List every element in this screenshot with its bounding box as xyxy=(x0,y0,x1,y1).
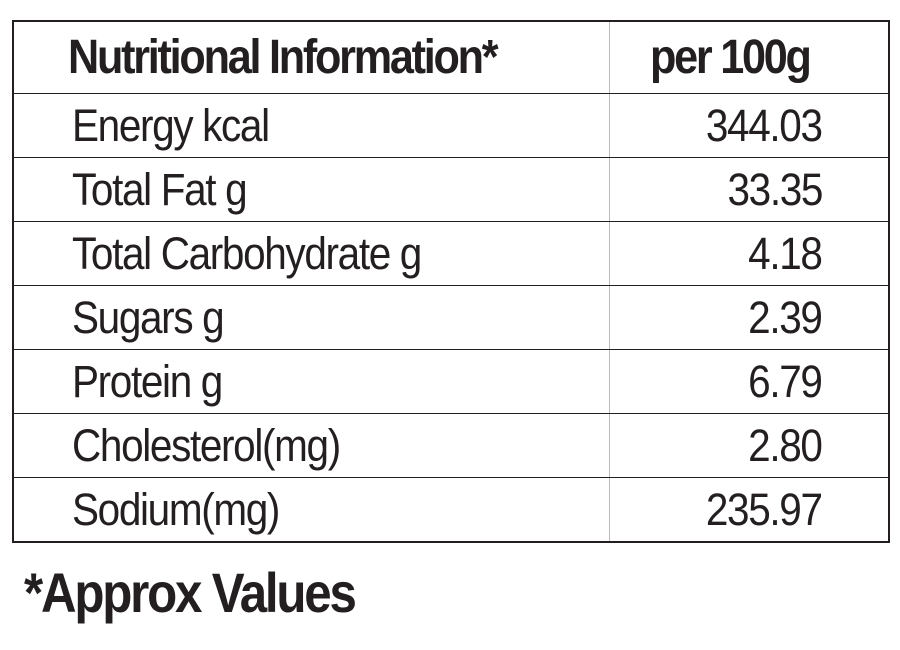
table-row-cholesterol: Cholesterol(mg) 2.80 xyxy=(13,413,889,478)
row-value-text: 4.18 xyxy=(748,227,824,279)
table-row-energy: Energy kcal 344.03 xyxy=(13,93,889,158)
row-label-text: Sugars g xyxy=(72,291,225,343)
row-value: 6.79 xyxy=(608,349,889,414)
row-label-text: Total Carbohydrate g xyxy=(72,227,422,279)
row-label-text: Sodium(mg) xyxy=(72,483,280,535)
row-value-text: 6.79 xyxy=(748,355,824,407)
table-row-sugars: Sugars g 2.39 xyxy=(13,285,889,350)
row-label-text: Protein g xyxy=(72,355,223,407)
row-label: Energy kcal xyxy=(13,93,609,158)
row-label: Total Carbohydrate g xyxy=(13,221,609,286)
header-value-text: per 100g xyxy=(649,31,812,84)
header-nutritional-information: Nutritional Information* xyxy=(13,20,609,94)
footnote-approx-values: *Approx Values xyxy=(24,560,400,625)
row-label: Sugars g xyxy=(13,285,609,350)
row-value-text: 235.97 xyxy=(706,483,823,535)
header-per-100g: per 100g xyxy=(608,20,889,94)
row-value-text: 344.03 xyxy=(706,99,823,151)
row-label: Cholesterol(mg) xyxy=(13,413,609,478)
row-label-text: Total Fat g xyxy=(72,163,248,215)
row-value: 2.39 xyxy=(608,285,889,350)
table-row-protein: Protein g 6.79 xyxy=(13,349,889,414)
row-value: 2.80 xyxy=(608,413,889,478)
row-label-text: Cholesterol(mg) xyxy=(72,419,341,471)
table-row-total-carbohydrate: Total Carbohydrate g 4.18 xyxy=(13,221,889,286)
row-value-text: 2.80 xyxy=(748,419,824,471)
row-label-text: Energy kcal xyxy=(72,99,270,151)
row-value: 344.03 xyxy=(608,93,889,158)
table-row-total-fat: Total Fat g 33.35 xyxy=(13,157,889,222)
header-name-text: Nutritional Information* xyxy=(68,31,499,84)
table-header-row: Nutritional Information* per 100g xyxy=(13,20,889,94)
row-label: Total Fat g xyxy=(13,157,609,222)
row-value: 33.35 xyxy=(608,157,889,222)
row-label: Protein g xyxy=(13,349,609,414)
row-value: 4.18 xyxy=(608,221,889,286)
table-row-sodium: Sodium(mg) 235.97 xyxy=(13,477,889,543)
row-value: 235.97 xyxy=(608,477,889,543)
row-label: Sodium(mg) xyxy=(13,477,609,543)
row-value-text: 33.35 xyxy=(727,163,823,215)
nutrition-table: Nutritional Information* per 100g Energy… xyxy=(12,20,890,543)
footnote-text: *Approx Values xyxy=(24,561,357,624)
row-value-text: 2.39 xyxy=(748,291,824,343)
